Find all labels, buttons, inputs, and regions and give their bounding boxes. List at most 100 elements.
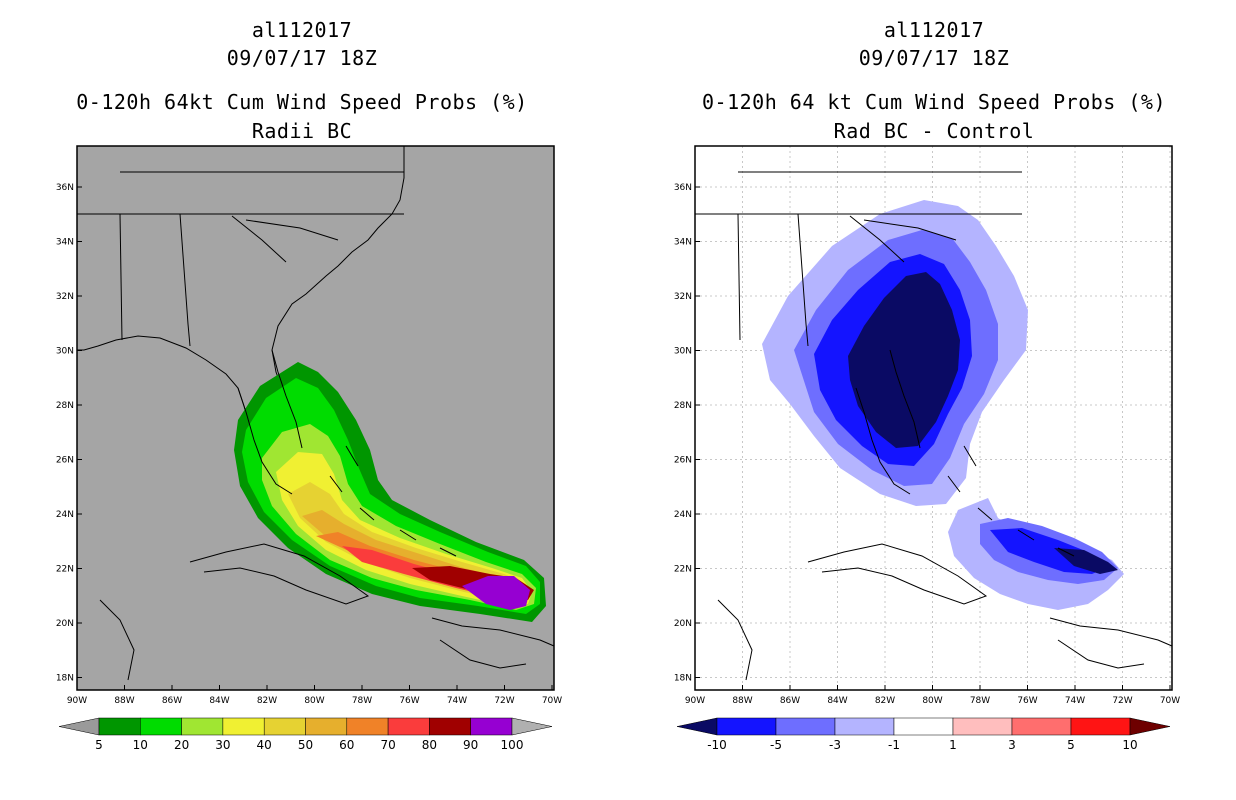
left-colorbar-swatch bbox=[222, 717, 265, 736]
right-colorbar-swatch bbox=[893, 717, 954, 736]
right-colorbar-label: -1 bbox=[888, 738, 900, 752]
lon-label-86W: 86W bbox=[780, 696, 800, 706]
lon-label-86W: 86W bbox=[162, 696, 182, 706]
right-coastlines bbox=[695, 171, 1173, 681]
lon-label-76W: 76W bbox=[1017, 696, 1037, 706]
lon-label-84W: 84W bbox=[209, 696, 229, 706]
right-colorbar-swatch bbox=[1011, 717, 1072, 736]
right-colorbar-swatch bbox=[1070, 717, 1131, 736]
left-colorbar-swatch bbox=[305, 717, 348, 736]
left-product-title: 0-120h 64kt Cum Wind Speed Probs (%) bbox=[76, 90, 528, 114]
left-colorbar-swatch bbox=[140, 717, 182, 736]
lat-label-32N: 32N bbox=[56, 292, 74, 302]
right-colorbar-label: 5 bbox=[1067, 738, 1075, 752]
right-colorbar-swatch bbox=[952, 717, 1013, 736]
lat-label-28N: 28N bbox=[674, 401, 692, 411]
left-prob-contours bbox=[234, 362, 546, 622]
left-colorbar-swatch bbox=[429, 717, 471, 736]
lon-label-76W: 76W bbox=[399, 696, 419, 706]
left-colorbar-label: 100 bbox=[501, 738, 524, 752]
right-colorbar: -10 -5 -3 -1 1 3 5 10 bbox=[676, 717, 1171, 752]
left-panel: al112017 09/07/17 18Z 0-120h 64kt Cum Wi… bbox=[56, 18, 562, 752]
lon-label-80W: 80W bbox=[304, 696, 324, 706]
lon-label-78W: 78W bbox=[970, 696, 990, 706]
left-datetime: 09/07/17 18Z bbox=[226, 46, 378, 70]
left-colorbar-label: 70 bbox=[380, 738, 395, 752]
right-storm-id: al112017 bbox=[883, 18, 985, 42]
right-colorbar-swatch bbox=[716, 717, 777, 736]
lon-label-70W: 70W bbox=[1160, 696, 1180, 706]
lat-label-24N: 24N bbox=[56, 510, 74, 520]
lon-label-90W: 90W bbox=[685, 696, 705, 706]
left-colorbar-swatch bbox=[387, 717, 430, 736]
left-subtitle: Radii BC bbox=[251, 119, 353, 143]
lon-label-80W: 80W bbox=[922, 696, 942, 706]
left-colorbar-label: 20 bbox=[174, 738, 189, 752]
lat-label-34N: 34N bbox=[56, 238, 74, 248]
left-colorbar-label: 60 bbox=[339, 738, 354, 752]
contour-90 bbox=[462, 576, 530, 610]
lon-label-72W: 72W bbox=[494, 696, 514, 706]
right-lat-axis: 36N 34N 32N 30N 28N 26N 24N 22N 20N 18N bbox=[674, 183, 700, 684]
lon-label-78W: 78W bbox=[352, 696, 372, 706]
right-colorbar-label: -3 bbox=[829, 738, 841, 752]
lat-label-18N: 18N bbox=[56, 674, 74, 684]
lat-label-28N: 28N bbox=[56, 401, 74, 411]
right-colorbar-high-arrow bbox=[1129, 717, 1171, 736]
left-colorbar-label: 40 bbox=[257, 738, 272, 752]
lon-label-84W: 84W bbox=[827, 696, 847, 706]
right-colorbar-low-arrow bbox=[676, 717, 718, 736]
left-colorbar-low-arrow bbox=[58, 717, 100, 736]
left-colorbar-swatch bbox=[470, 717, 513, 736]
left-map-frame bbox=[76, 145, 555, 691]
lon-label-82W: 82W bbox=[257, 696, 277, 706]
lon-label-74W: 74W bbox=[1065, 696, 1085, 706]
lat-label-36N: 36N bbox=[674, 183, 692, 193]
lon-label-70W: 70W bbox=[542, 696, 562, 706]
left-colorbar-label: 50 bbox=[298, 738, 313, 752]
lat-label-26N: 26N bbox=[674, 456, 692, 466]
lat-label-24N: 24N bbox=[674, 510, 692, 520]
lat-label-18N: 18N bbox=[674, 674, 692, 684]
lat-label-30N: 30N bbox=[56, 347, 74, 357]
left-colorbar-label: 30 bbox=[215, 738, 230, 752]
lon-label-88W: 88W bbox=[114, 696, 134, 706]
left-colorbar-label: 5 bbox=[95, 738, 103, 752]
left-colorbar-high-arrow bbox=[511, 717, 553, 736]
right-colorbar-label: 1 bbox=[949, 738, 957, 752]
right-lon-axis: 90W 88W 86W 84W 82W 80W 78W 76W 74W 72W 70W bbox=[685, 685, 1180, 706]
lat-label-36N: 36N bbox=[56, 183, 74, 193]
lon-label-72W: 72W bbox=[1112, 696, 1132, 706]
lat-label-32N: 32N bbox=[674, 292, 692, 302]
left-colorbar-swatch bbox=[263, 717, 306, 736]
right-colorbar-label: -5 bbox=[770, 738, 782, 752]
left-colorbar-label: 10 bbox=[133, 738, 148, 752]
lon-label-82W: 82W bbox=[875, 696, 895, 706]
lat-label-22N: 22N bbox=[56, 565, 74, 575]
lat-label-26N: 26N bbox=[56, 456, 74, 466]
left-lat-axis: 36N 34N 32N 30N 28N 26N 24N 22N 20N 18N bbox=[56, 183, 82, 684]
lat-label-20N: 20N bbox=[674, 619, 692, 629]
lon-label-88W: 88W bbox=[732, 696, 752, 706]
lon-label-74W: 74W bbox=[447, 696, 467, 706]
right-colorbar-swatch bbox=[834, 717, 895, 736]
lat-label-34N: 34N bbox=[674, 238, 692, 248]
lon-label-90W: 90W bbox=[67, 696, 87, 706]
lat-label-20N: 20N bbox=[56, 619, 74, 629]
left-coastlines bbox=[77, 171, 555, 681]
left-colorbar-label: 90 bbox=[463, 738, 478, 752]
right-panel: al112017 09/07/17 18Z 0-120h 64 kt Cum W… bbox=[618, 0, 1236, 800]
right-map-svg: 36N 34N 32N 30N 28N 26N 24N 22N 20N 18N 90W 88W 86W… bbox=[674, 145, 1180, 752]
left-colorbar-swatch bbox=[98, 717, 141, 736]
right-datetime: 09/07/17 18Z bbox=[858, 46, 1010, 70]
left-map-svg: 36N 34N 32N 30N 28N 26N 24N 22N 20N 18N 90W 88W 86W… bbox=[56, 145, 562, 752]
left-storm-id: al112017 bbox=[251, 18, 353, 42]
left-colorbar-swatch bbox=[346, 717, 389, 736]
right-product-title: 0-120h 64 kt Cum Wind Speed Probs (%) bbox=[701, 90, 1167, 114]
right-colorbar-swatch bbox=[775, 717, 836, 736]
left-colorbar-swatch bbox=[181, 717, 224, 736]
left-colorbar: 5 10 20 30 40 50 60 70 80 90 100 bbox=[58, 717, 553, 752]
right-map-frame bbox=[694, 145, 1173, 691]
contour-minus10 bbox=[848, 272, 960, 448]
lat-label-30N: 30N bbox=[674, 347, 692, 357]
